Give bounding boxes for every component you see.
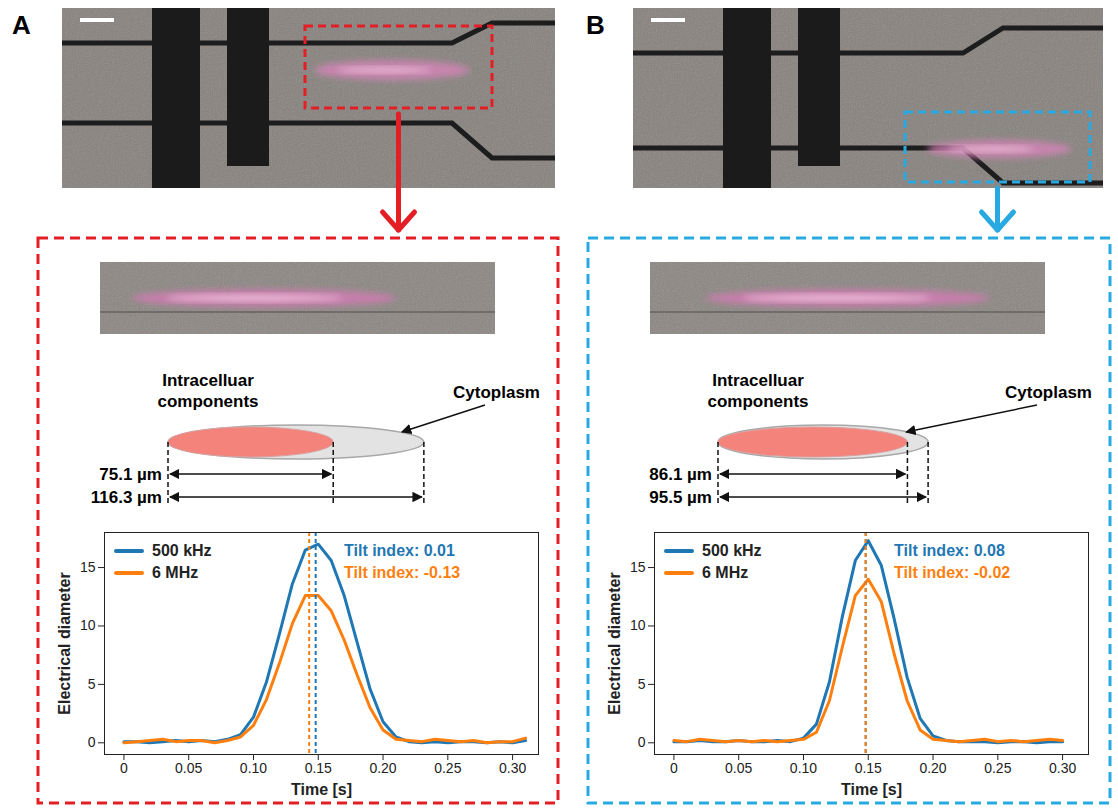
html-text:6 MHz: 6 MHz (702, 564, 749, 581)
svg-text:10: 10 (630, 617, 646, 633)
svg-text:Intracelluarcomponents: Intracelluarcomponents (707, 371, 808, 411)
svg-text:15: 15 (630, 559, 646, 575)
svg-text:0.30: 0.30 (499, 760, 526, 776)
svg-text:Electrical diameter: Electrical diameter (56, 572, 73, 714)
html-text:Tilt index: -0.13: Tilt index: -0.13 (344, 564, 461, 581)
svg-text:0.15: 0.15 (855, 760, 882, 776)
svg-text:0: 0 (88, 734, 96, 750)
svg-text:75.1 µm: 75.1 µm (99, 465, 162, 484)
svg-text:B: B (586, 10, 605, 40)
svg-text:15: 15 (80, 559, 96, 575)
svg-text:Intracelluarcomponents: Intracelluarcomponents (157, 371, 258, 411)
svg-text:0.05: 0.05 (175, 760, 202, 776)
html-text:Tilt index: -0.02: Tilt index: -0.02 (894, 564, 1011, 581)
svg-text:5: 5 (638, 676, 646, 692)
svg-text:0.20: 0.20 (919, 760, 946, 776)
svg-text:0.20: 0.20 (369, 760, 396, 776)
svg-text:0.30: 0.30 (1049, 760, 1076, 776)
svg-text:0.25: 0.25 (984, 760, 1011, 776)
svg-text:0.10: 0.10 (240, 760, 267, 776)
svg-text:A: A (12, 10, 31, 40)
svg-text:Electrical diameter: Electrical diameter (606, 572, 623, 714)
svg-text:0: 0 (120, 760, 128, 776)
svg-text:Time [s]: Time [s] (841, 781, 902, 798)
svg-text:Cytoplasm: Cytoplasm (1005, 383, 1092, 402)
svg-text:116.3 µm: 116.3 µm (91, 488, 162, 507)
svg-text:0.15: 0.15 (305, 760, 332, 776)
html-text:Tilt index: 0.08: Tilt index: 0.08 (894, 542, 1005, 559)
svg-text:95.5 µm: 95.5 µm (649, 488, 712, 507)
html-text:6 MHz: 6 MHz (152, 564, 199, 581)
svg-text:86.1 µm: 86.1 µm (649, 465, 712, 484)
svg-text:0.25: 0.25 (434, 760, 461, 776)
svg-text:10: 10 (80, 617, 96, 633)
html-text:500 kHz: 500 kHz (152, 542, 212, 559)
svg-text:0.05: 0.05 (725, 760, 752, 776)
svg-text:Cytoplasm: Cytoplasm (453, 383, 540, 402)
svg-text:0: 0 (638, 734, 646, 750)
svg-text:5: 5 (88, 676, 96, 692)
svg-text:0.10: 0.10 (790, 760, 817, 776)
svg-text:0: 0 (670, 760, 678, 776)
html-text:500 kHz: 500 kHz (702, 542, 762, 559)
svg-text:Time [s]: Time [s] (291, 781, 352, 798)
html-text:Tilt index: 0.01: Tilt index: 0.01 (344, 542, 455, 559)
